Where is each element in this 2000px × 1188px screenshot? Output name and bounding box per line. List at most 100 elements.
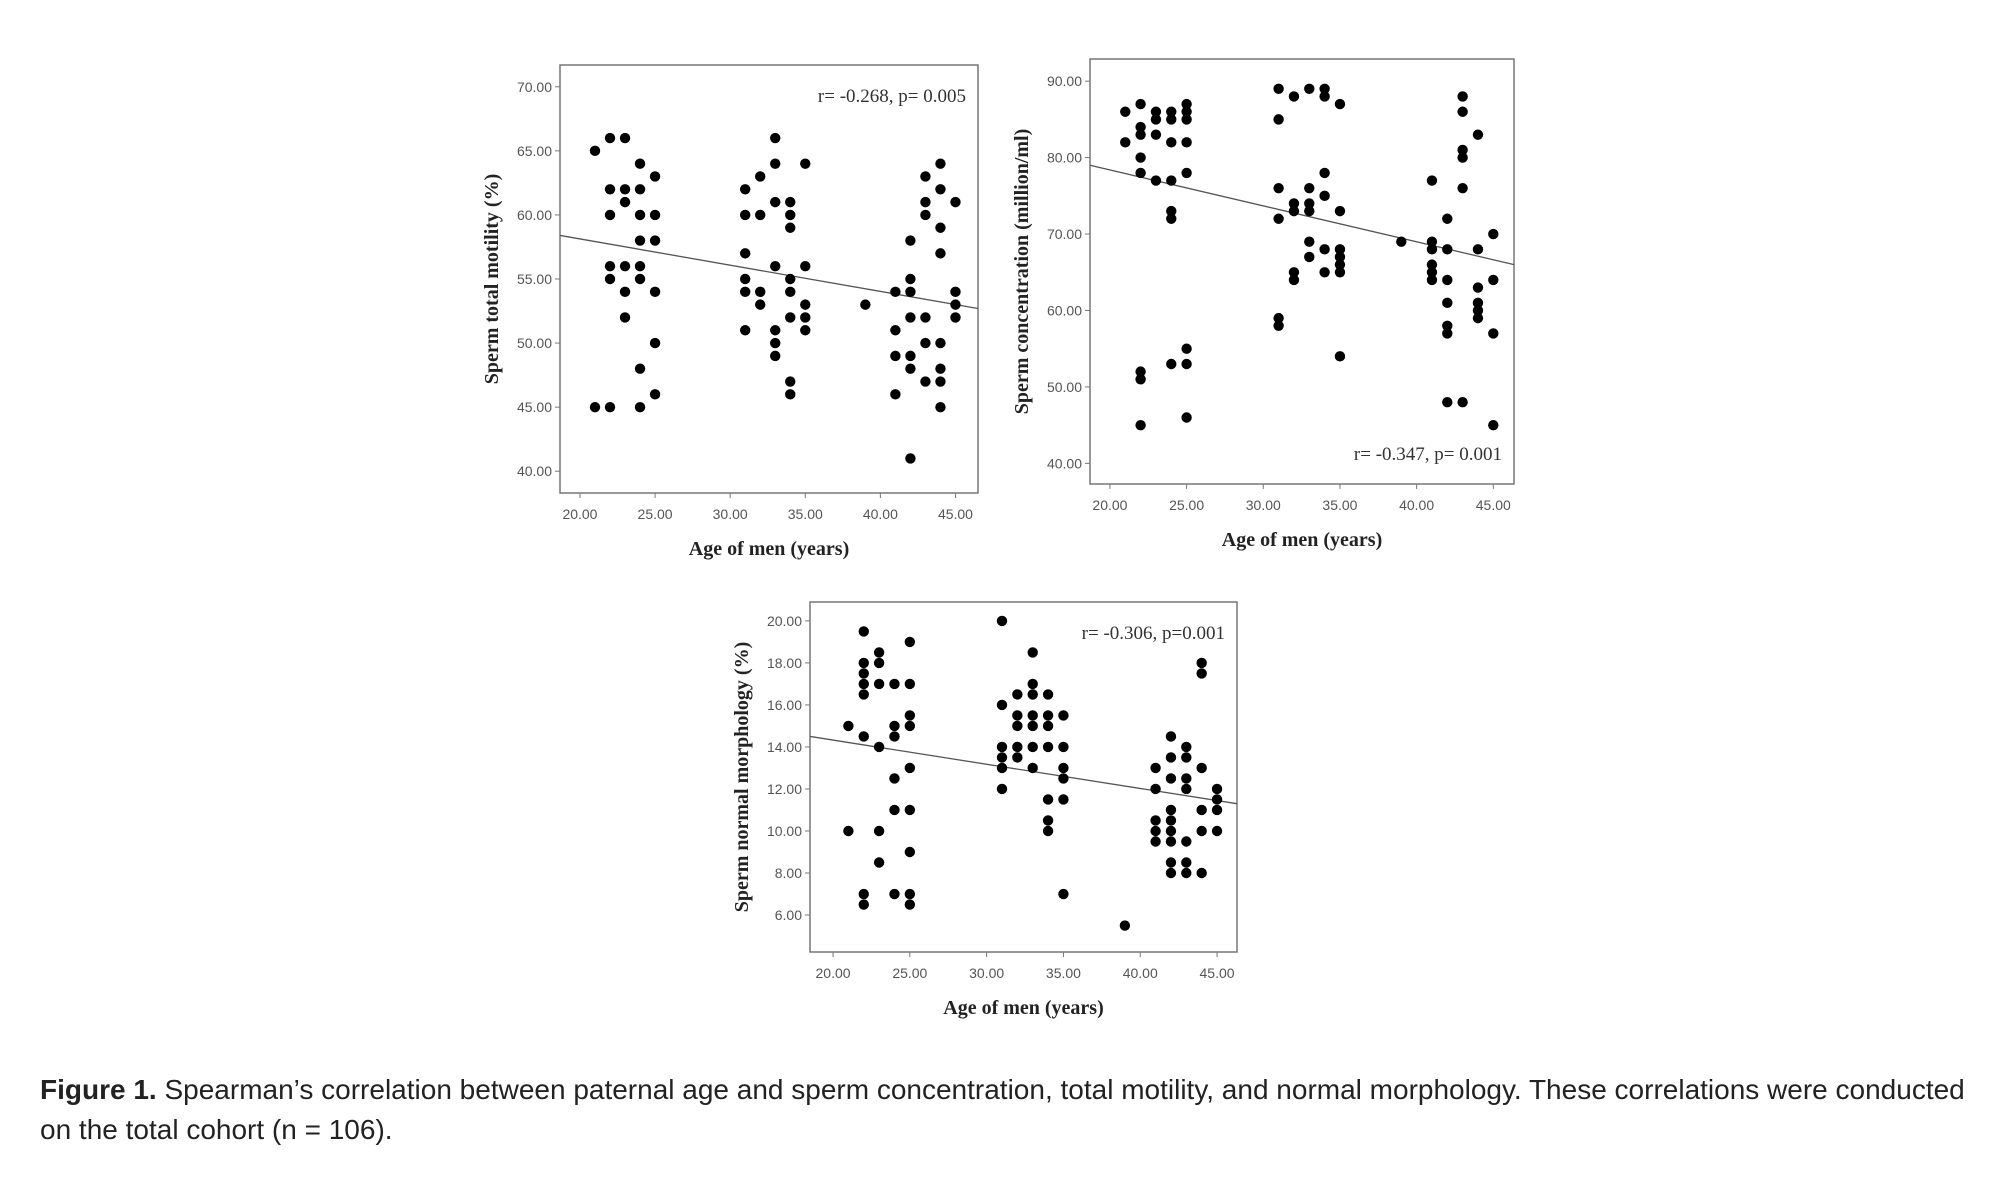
- data-point: [619, 286, 631, 298]
- data-point: [785, 376, 796, 387]
- data-point: [996, 741, 1008, 753]
- data-point: [860, 299, 871, 310]
- data-point: [1058, 741, 1069, 753]
- data-point: [889, 804, 900, 816]
- data-point: [996, 699, 1008, 711]
- data-point: [649, 286, 661, 298]
- data-point: [785, 222, 796, 233]
- data-point: [950, 299, 961, 310]
- y-tick-label: 40.00: [1047, 455, 1082, 471]
- data-point: [1196, 825, 1207, 837]
- data-point: [649, 337, 661, 349]
- data-point: [1273, 182, 1284, 194]
- data-point: [858, 657, 869, 669]
- data-point: [1165, 731, 1177, 742]
- data-point: [755, 209, 766, 221]
- x-tick-label: 30.00: [713, 506, 748, 522]
- data-point: [1027, 762, 1038, 774]
- data-point: [770, 337, 781, 349]
- data-point: [1196, 804, 1207, 816]
- data-point: [1488, 419, 1499, 431]
- data-point: [1181, 167, 1192, 179]
- data-point: [1027, 678, 1038, 690]
- x-tick-label: 20.00: [562, 506, 597, 522]
- data-point: [755, 299, 766, 310]
- x-tick-label: 40.00: [1123, 965, 1158, 981]
- data-point: [935, 363, 946, 374]
- data-point: [1304, 236, 1315, 247]
- data-point: [634, 158, 646, 169]
- y-tick-label: 70.00: [1047, 226, 1082, 242]
- data-point: [1181, 857, 1192, 868]
- correlation-annotation: r= -0.306, p=0.001: [1082, 623, 1225, 644]
- data-point: [1012, 710, 1023, 721]
- y-tick-label: 80.00: [1047, 150, 1082, 166]
- data-point: [1304, 83, 1315, 95]
- data-point: [1442, 397, 1453, 408]
- data-point: [1304, 205, 1315, 217]
- data-point: [1426, 274, 1438, 286]
- data-point: [1042, 741, 1054, 753]
- data-point: [889, 678, 900, 690]
- data-point: [1181, 836, 1192, 847]
- data-point: [905, 312, 916, 323]
- data-point: [634, 363, 646, 374]
- x-tick-label: 20.00: [816, 965, 851, 981]
- data-point: [1120, 137, 1131, 148]
- data-point: [1457, 152, 1468, 163]
- data-point: [935, 401, 946, 413]
- data-point: [1472, 305, 1484, 316]
- data-point: [1442, 320, 1453, 331]
- data-point: [1273, 83, 1284, 95]
- data-point: [1288, 205, 1300, 217]
- data-point: [904, 846, 916, 858]
- data-point: [904, 636, 916, 648]
- data-point: [890, 286, 901, 298]
- data-point: [1165, 825, 1177, 837]
- data-point: [1426, 259, 1438, 270]
- data-point: [873, 857, 885, 868]
- data-point: [920, 196, 931, 208]
- y-tick-label: 20.00: [767, 613, 802, 629]
- data-point: [1150, 175, 1162, 186]
- data-point: [858, 689, 869, 700]
- data-point: [1165, 857, 1177, 868]
- data-point: [890, 389, 901, 400]
- data-point: [604, 132, 616, 144]
- data-point: [770, 132, 781, 144]
- data-point: [920, 312, 931, 323]
- data-point: [755, 286, 766, 298]
- data-point: [1181, 741, 1192, 753]
- data-point: [1027, 689, 1038, 700]
- data-point: [1288, 198, 1300, 209]
- data-point: [1027, 741, 1038, 753]
- data-point: [858, 899, 869, 910]
- data-point: [589, 401, 601, 413]
- data-point: [904, 710, 916, 721]
- data-point: [920, 209, 931, 221]
- data-point: [904, 720, 916, 732]
- data-point: [1319, 91, 1330, 102]
- data-point: [858, 668, 869, 679]
- data-point: [890, 325, 901, 336]
- caption-text: Spearman’s correlation between paternal …: [40, 1074, 1965, 1145]
- data-point: [1181, 98, 1192, 110]
- y-tick-label: 10.00: [767, 823, 802, 839]
- data-point: [1334, 267, 1346, 278]
- data-point: [905, 273, 916, 285]
- data-point: [1165, 804, 1177, 816]
- data-point: [843, 720, 854, 732]
- y-tick-label: 50.00: [1047, 379, 1082, 395]
- data-point: [649, 389, 661, 400]
- data-point: [739, 273, 751, 285]
- data-point: [604, 273, 616, 285]
- data-point: [1166, 205, 1177, 217]
- data-point: [1273, 320, 1284, 331]
- data-point: [996, 752, 1008, 763]
- y-tick-label: 8.00: [775, 865, 802, 881]
- data-point: [905, 453, 916, 464]
- data-point: [1120, 106, 1131, 117]
- data-point: [1273, 114, 1284, 125]
- data-point: [890, 350, 901, 362]
- x-tick-label: 35.00: [788, 506, 823, 522]
